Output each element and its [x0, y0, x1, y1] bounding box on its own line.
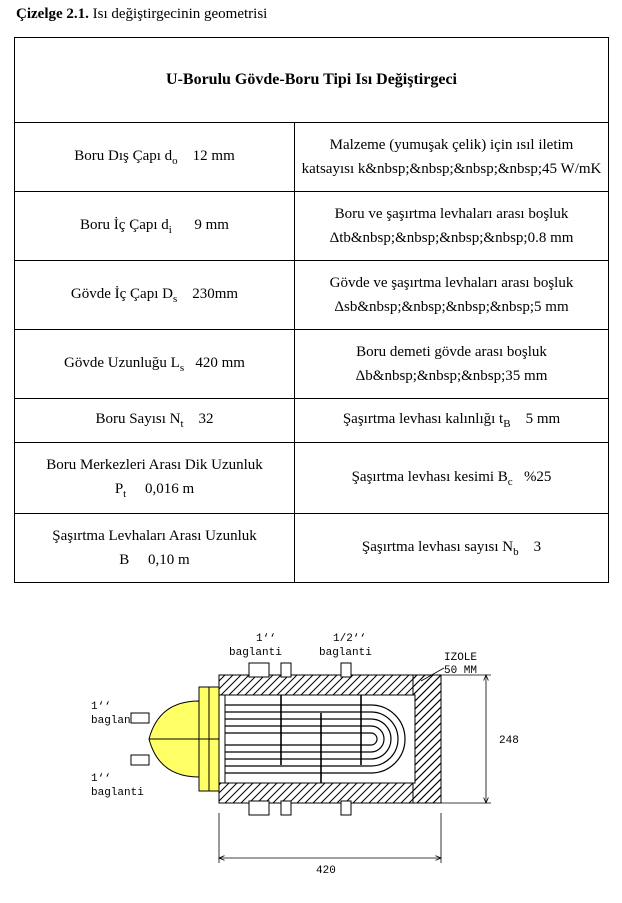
heat-exchanger-drawing: 1‘‘ baglanti 1/2‘‘ baglanti IZOLE 50 MM … [71, 613, 551, 893]
table-row: Boru Merkezleri Arası Dik Uzunluk Pt 0,0… [15, 442, 609, 514]
cell-right: Şaşırtma levhası kalınlığı tB 5 mm [295, 399, 608, 442]
cell-left: Boru İç Çapı di 9 mm [15, 203, 294, 250]
cell-left: Boru Sayısı Nt 32 [15, 399, 294, 442]
label-izole-a: IZOLE [444, 652, 477, 664]
label-left2-b: baglanti [91, 787, 144, 799]
cell-left: Gövde Uzunluğu Ls 420 mm [15, 341, 294, 388]
cell-right: Gövde ve şaşırtma levhaları arası boşluk… [295, 261, 608, 329]
left-nozzle-1 [131, 713, 149, 723]
bot-nozzle-1 [249, 801, 269, 815]
top-nozzle-1 [249, 663, 269, 677]
label-left2-a: 1‘‘ [91, 773, 111, 785]
label-top1-a: 1‘‘ [256, 633, 276, 645]
label-left1-a: 1‘‘ [91, 701, 111, 713]
dim-h: 248 [499, 735, 519, 747]
label-top1-b: baglanti [229, 647, 282, 659]
table-row: Gövde İç Çapı Ds 230mm Gövde ve şaşırtma… [15, 261, 609, 330]
cell-left: Boru Merkezleri Arası Dik Uzunluk Pt 0,0… [15, 443, 294, 514]
cell-right: Malzeme (yumuşak çelik) için ısıl iletim… [295, 123, 608, 191]
cell-left: Gövde İç Çapı Ds 230mm [15, 272, 294, 319]
caption-text: Isı değiştirgecinin geometrisi [93, 6, 268, 22]
dim-w: 420 [316, 865, 336, 877]
bot-nozzle-3 [341, 801, 351, 815]
cell-right: Şaşırtma levhası kesimi Bc %25 [295, 455, 608, 502]
figure: 1‘‘ baglanti 1/2‘‘ baglanti IZOLE 50 MM … [14, 613, 608, 893]
left-nozzle-2 [131, 755, 149, 765]
table-caption: Çizelge 2.1. Isı değiştirgecinin geometr… [16, 6, 608, 23]
top-nozzle-3 [341, 663, 351, 677]
spec-table: U-Borulu Gövde-Boru Tipi Isı Değiştirgec… [14, 37, 609, 583]
cell-left: Şaşırtma Levhaları Arası Uzunluk B 0,10 … [15, 514, 294, 582]
table-row: Boru Dış Çapı do 12 mm Malzeme (yumuşak … [15, 123, 609, 192]
table-row: Boru İç Çapı di 9 mm Boru ve şaşırtma le… [15, 192, 609, 261]
cell-left: Boru Dış Çapı do 12 mm [15, 134, 294, 181]
end-cap [413, 675, 441, 803]
table-row: Şaşırtma Levhaları Arası Uzunluk B 0,10 … [15, 514, 609, 583]
top-nozzle-2 [281, 663, 291, 677]
caption-label: Çizelge 2.1. [16, 6, 89, 22]
table-row: Boru Sayısı Nt 32 Şaşırtma levhası kalın… [15, 399, 609, 443]
label-top2-a: 1/2‘‘ [333, 633, 366, 645]
bot-nozzle-2 [281, 801, 291, 815]
label-top2-b: baglanti [319, 647, 372, 659]
tubesheet [219, 695, 225, 783]
table-row: Gövde Uzunluğu Ls 420 mm Boru demeti göv… [15, 330, 609, 399]
cell-right: Şaşırtma levhası sayısı Nb 3 [295, 525, 608, 572]
cell-right: Boru ve şaşırtma levhaları arası boşluk … [295, 192, 608, 260]
cell-right: Boru demeti gövde arası boşluk Δb&nbsp;&… [295, 330, 608, 398]
table-header: U-Borulu Gövde-Boru Tipi Isı Değiştirgec… [15, 38, 609, 123]
